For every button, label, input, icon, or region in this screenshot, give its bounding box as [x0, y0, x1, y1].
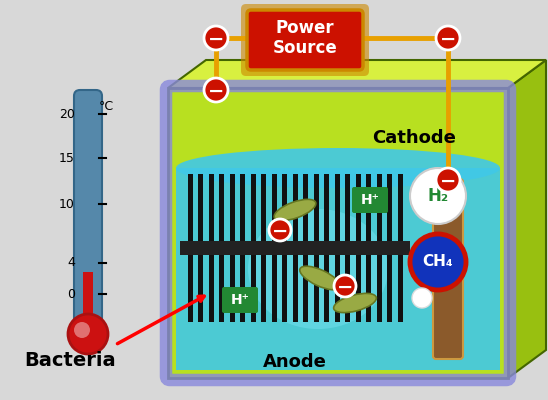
Bar	[271, 174, 277, 322]
Bar	[261, 174, 266, 322]
Bar	[230, 174, 235, 322]
Circle shape	[436, 168, 460, 192]
Bar	[282, 174, 287, 322]
Text: −: −	[208, 30, 224, 48]
FancyBboxPatch shape	[222, 287, 258, 313]
Bar	[176, 168, 500, 370]
Text: H₂: H₂	[427, 187, 449, 205]
Circle shape	[204, 26, 228, 50]
Bar	[293, 174, 298, 322]
Ellipse shape	[274, 199, 316, 221]
Text: 0: 0	[67, 288, 75, 300]
Bar	[187, 174, 192, 322]
Text: 4: 4	[67, 256, 75, 270]
Bar	[313, 174, 318, 322]
Text: H⁺: H⁺	[231, 293, 249, 307]
Circle shape	[412, 288, 432, 308]
FancyBboxPatch shape	[433, 179, 463, 359]
Text: 15: 15	[59, 152, 75, 164]
Text: Bacteria: Bacteria	[24, 350, 116, 370]
Text: −: −	[440, 30, 456, 48]
Bar	[303, 174, 308, 322]
Circle shape	[436, 26, 460, 50]
Bar	[345, 174, 350, 322]
Text: −: −	[337, 278, 353, 296]
Text: H⁺: H⁺	[361, 193, 379, 207]
Bar	[219, 174, 224, 322]
Circle shape	[410, 168, 466, 224]
Circle shape	[68, 314, 108, 354]
Text: °C: °C	[99, 100, 114, 112]
Bar	[366, 174, 371, 322]
Bar	[334, 174, 340, 322]
Circle shape	[204, 78, 228, 102]
Text: Power
Source: Power Source	[272, 18, 338, 57]
FancyBboxPatch shape	[247, 10, 363, 70]
FancyBboxPatch shape	[74, 90, 102, 336]
Bar	[168, 88, 508, 378]
Circle shape	[334, 275, 356, 297]
Ellipse shape	[176, 148, 500, 188]
Bar	[83, 272, 93, 330]
Circle shape	[269, 219, 291, 241]
Bar	[198, 174, 203, 322]
Circle shape	[410, 234, 466, 290]
Text: −: −	[208, 82, 224, 100]
Bar	[356, 174, 361, 322]
Text: 10: 10	[59, 198, 75, 210]
Text: −: −	[440, 172, 456, 190]
Bar	[387, 174, 392, 322]
Bar	[324, 174, 329, 322]
Bar	[180, 241, 410, 255]
Text: −: −	[272, 222, 288, 240]
Text: 20: 20	[59, 108, 75, 120]
Ellipse shape	[334, 294, 376, 312]
Ellipse shape	[300, 266, 340, 290]
Text: CH₄: CH₄	[423, 254, 453, 270]
Bar	[208, 174, 214, 322]
Bar	[376, 174, 381, 322]
Polygon shape	[168, 60, 546, 88]
FancyBboxPatch shape	[352, 187, 388, 213]
FancyBboxPatch shape	[241, 4, 369, 76]
Ellipse shape	[248, 209, 388, 329]
Text: Cathode: Cathode	[372, 129, 456, 147]
Text: Anode: Anode	[263, 353, 327, 371]
Bar	[250, 174, 255, 322]
Circle shape	[74, 322, 90, 338]
Bar	[240, 174, 245, 322]
Polygon shape	[508, 60, 546, 378]
Bar	[397, 174, 402, 322]
